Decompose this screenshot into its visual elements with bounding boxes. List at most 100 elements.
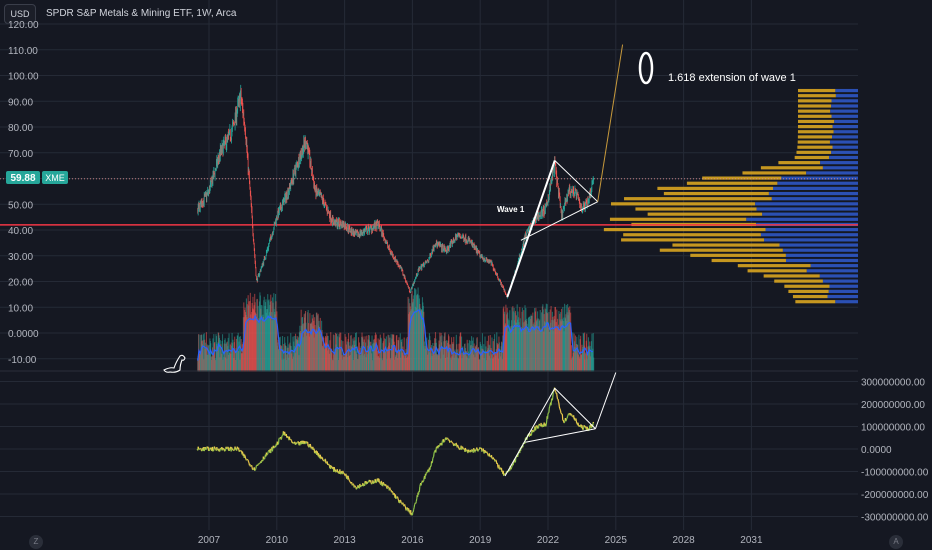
volume-bar xyxy=(406,336,408,372)
volume-bar xyxy=(572,332,574,372)
price-tick-label: 20.00 xyxy=(8,278,33,289)
volume-profile-bar xyxy=(829,140,858,144)
volume-bar xyxy=(385,336,387,372)
volume-profile-bar xyxy=(835,300,858,304)
volume-profile-bar xyxy=(796,150,832,154)
indicator-tick-label: -200000000.00 xyxy=(861,490,929,501)
time-tick-label: 2022 xyxy=(537,535,560,546)
volume-bar xyxy=(580,335,582,372)
volume-bar xyxy=(446,339,448,372)
volume-profile-bar xyxy=(797,99,832,103)
volume-bar xyxy=(377,338,379,372)
volume-bar xyxy=(281,346,283,372)
volume-bar xyxy=(283,343,285,372)
price-tick-label: 110.00 xyxy=(8,46,38,57)
volume-profile-bar xyxy=(832,135,858,139)
triangle-lower-line xyxy=(520,201,598,241)
volume-bar xyxy=(285,346,287,372)
time-tick-label: 2019 xyxy=(469,535,492,546)
volume-profile-bar xyxy=(778,161,821,165)
target-ellipse xyxy=(638,51,654,85)
volume-bar xyxy=(276,311,278,372)
volume-profile-bar xyxy=(763,274,820,278)
volume-bar xyxy=(439,336,441,372)
volume-profile-bar xyxy=(831,99,858,103)
volume-bar xyxy=(346,341,348,372)
volume-profile-bar xyxy=(797,130,834,134)
volume-profile-bar xyxy=(797,119,835,124)
price-tick-label: 40.00 xyxy=(8,226,33,237)
triangle-upper-line xyxy=(554,160,599,203)
price-tick-label: 50.00 xyxy=(8,200,33,211)
volume-bar xyxy=(453,336,455,372)
time-tick-label: 2028 xyxy=(672,535,695,546)
volume-profile-bar xyxy=(828,289,858,293)
volume-bar xyxy=(485,346,487,372)
indicator-axis: 300000000.00 200000000.00 100000000.00 0.00… xyxy=(861,378,929,524)
volume-profile-bar xyxy=(771,197,858,201)
volume-profile-bar xyxy=(711,258,786,263)
indicator-tick-label: 300000000.00 xyxy=(861,378,925,389)
zoom-icon[interactable]: Z xyxy=(29,535,43,549)
volume-bar xyxy=(355,332,357,372)
ticker-badge xyxy=(42,171,68,184)
volume-bar xyxy=(389,337,391,372)
drawings xyxy=(506,44,624,298)
indicator-tick-label: 200000000.00 xyxy=(861,400,925,411)
volume-profile-bar xyxy=(831,114,858,118)
volume-profile-bar xyxy=(806,171,858,175)
volume-profile-bar xyxy=(784,284,830,288)
indicator-triangle-upper xyxy=(554,387,596,430)
price-tick-label: 30.00 xyxy=(8,252,33,263)
last-price-value: 59.88 xyxy=(10,173,35,184)
volume-bar xyxy=(298,337,300,372)
volume-profile-bar xyxy=(794,155,830,160)
volume-bar xyxy=(202,334,204,372)
volume-profile-bar xyxy=(702,176,782,180)
volume-profile-bar xyxy=(647,212,763,216)
volume-profile-bar xyxy=(774,279,823,283)
volume-profile-bar xyxy=(797,94,836,98)
time-tick-label: 2031 xyxy=(740,535,763,546)
volume-profile-bar xyxy=(797,114,832,118)
volume-profile-bar xyxy=(623,233,761,237)
volume-bar xyxy=(403,337,405,372)
dinosaur-icon xyxy=(163,354,186,373)
volume-profile-bar xyxy=(765,228,858,232)
volume-bar xyxy=(238,336,241,372)
volume-bar xyxy=(205,332,207,372)
indicator-triangle-lower xyxy=(525,428,596,443)
indicator-tick-label: -100000000.00 xyxy=(861,468,929,479)
volume-profile-bar xyxy=(792,294,828,299)
volume-profile-bar xyxy=(779,243,858,247)
volume-profile-bar xyxy=(834,119,858,124)
time-tick-label: 2016 xyxy=(401,535,424,546)
projection-line xyxy=(597,44,624,202)
indicator-projection-line xyxy=(594,372,617,429)
volume-bar xyxy=(592,333,594,372)
volume-bar xyxy=(483,344,485,372)
volume-profile-bar xyxy=(797,135,833,139)
volume-profile-bar xyxy=(737,264,811,268)
volume-profile-bar xyxy=(603,228,766,232)
volume-bar xyxy=(221,334,224,372)
price-tick-label: 100.00 xyxy=(8,72,39,83)
volume-profile-bar xyxy=(610,202,756,206)
volume-bar xyxy=(492,341,494,372)
volume-profile-bar xyxy=(768,191,858,196)
volume-profile-bar xyxy=(773,186,858,190)
time-axis: 2007 2010 2013 2016 2019 2022 2025 2028 2031 xyxy=(198,535,763,546)
indicator-tick-label: 100000000.00 xyxy=(861,423,925,434)
volume-bar xyxy=(489,335,491,372)
extension-label: 1.618 extension of wave 1 xyxy=(668,72,796,84)
volume-bar xyxy=(497,343,499,372)
volume-profile-bar xyxy=(609,217,747,221)
price-axis: 120.00110.00100.0090.0080.0070.0060.0050… xyxy=(8,20,39,366)
price-tick-label: 0.0000 xyxy=(8,329,39,340)
volume-profile-bar xyxy=(762,212,858,216)
volume-bar xyxy=(466,339,468,372)
volume-bar xyxy=(461,336,463,372)
auto-scale-icon[interactable]: A xyxy=(889,535,903,549)
volume-profile-bar xyxy=(835,94,858,98)
